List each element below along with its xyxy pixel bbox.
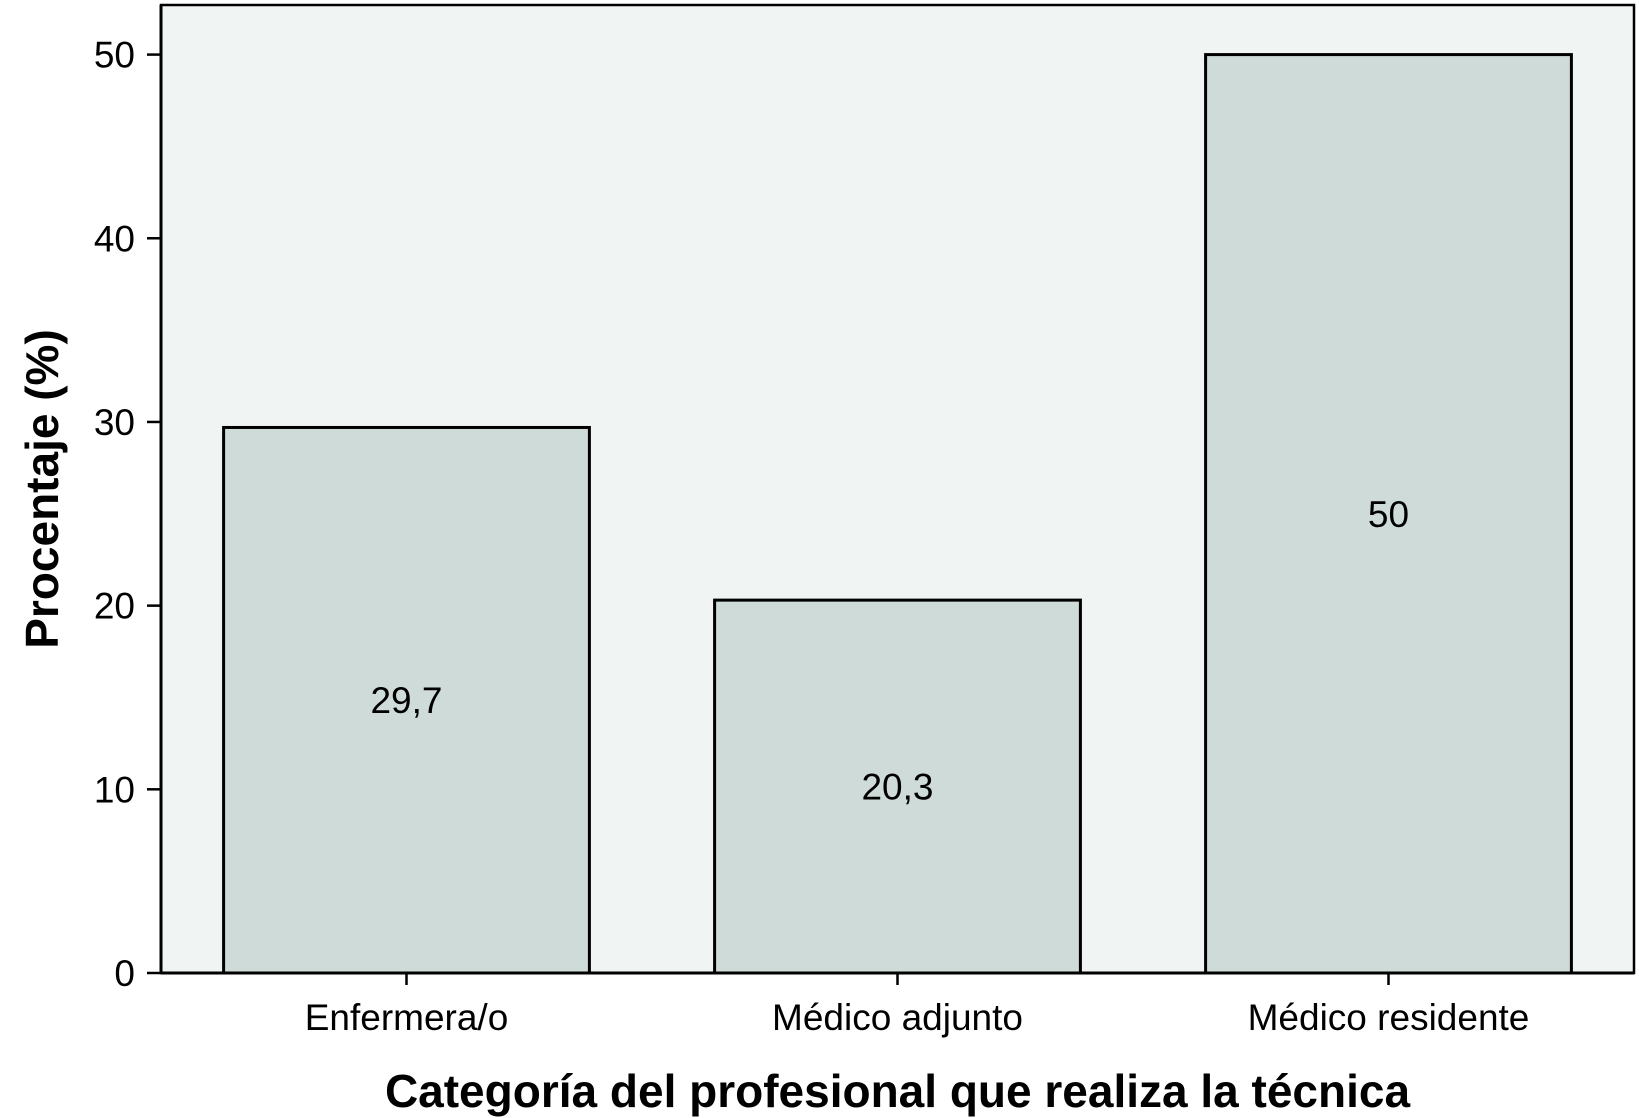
y-tick-label-2: 20 <box>94 586 135 627</box>
y-tick-label-1: 10 <box>94 769 135 810</box>
value-labels-group: 29,7 20,3 50 <box>370 494 1409 808</box>
y-axis: 0 10 20 30 40 50 <box>94 5 163 994</box>
y-axis-title: Procentaje (%) <box>16 329 68 649</box>
y-tick-label-0: 0 <box>114 953 135 994</box>
bar-2 <box>1204 53 1573 975</box>
x-tick-label-0: Enfermera/o <box>305 997 509 1038</box>
x-tick-label-2: Médico residente <box>1248 997 1530 1038</box>
bar-value-label-2: 50 <box>1368 494 1409 535</box>
x-tick-label-1: Médico adjunto <box>772 997 1023 1038</box>
x-axis-title: Categoría del profesional que realiza la… <box>385 1065 1411 1117</box>
bar-1 <box>713 598 1082 975</box>
bar-value-label-0: 29,7 <box>370 680 442 721</box>
y-tick-label-4: 40 <box>94 218 135 259</box>
bar-value-label-1: 20,3 <box>861 767 933 808</box>
y-tick-label-3: 30 <box>94 402 135 443</box>
y-tick-label-5: 50 <box>94 35 135 76</box>
bar-0 <box>222 425 591 975</box>
bars-group <box>222 53 1573 975</box>
x-axis: Enfermera/o Médico adjunto Médico resident… <box>161 971 1634 1038</box>
